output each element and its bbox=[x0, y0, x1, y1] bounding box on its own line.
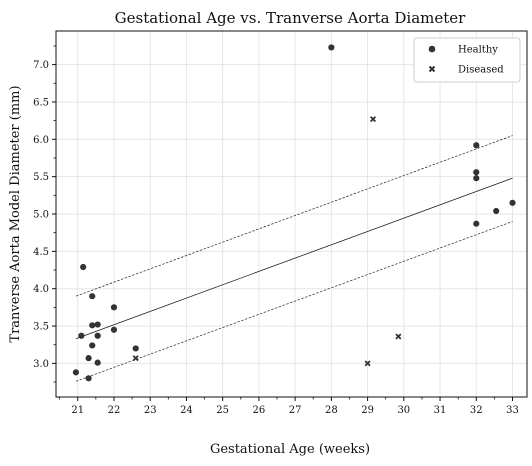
healthy-point bbox=[85, 355, 92, 362]
y-tick-label: 5.5 bbox=[33, 172, 49, 183]
diseased-point bbox=[369, 116, 377, 123]
healthy-point bbox=[85, 375, 92, 382]
legend-box bbox=[413, 37, 521, 83]
upper-band-line bbox=[75, 135, 513, 297]
healthy-point bbox=[509, 199, 516, 206]
healthy-point bbox=[89, 322, 96, 329]
x-tick-label: 25 bbox=[216, 405, 229, 416]
legend-healthy-label: Healthy bbox=[458, 45, 498, 56]
healthy-point bbox=[328, 44, 335, 51]
y-axis-ticks: 3.0 3.5 4.0 4.5 5.0 5.5 6.0 6.5 7.0 bbox=[33, 45, 56, 383]
healthy-point bbox=[80, 263, 87, 271]
healthy-point bbox=[132, 345, 139, 352]
legend-diseased-marker bbox=[428, 65, 436, 73]
x-tick-label: 33 bbox=[506, 405, 519, 416]
x-tick-label: 27 bbox=[289, 405, 302, 416]
x-tick-label: 32 bbox=[470, 405, 483, 416]
healthy-point bbox=[89, 342, 96, 349]
healthy-point bbox=[89, 293, 96, 300]
y-tick-label: 3.5 bbox=[33, 322, 49, 333]
lower-band-line bbox=[75, 221, 513, 382]
legend-diseased-label: Diseased bbox=[458, 65, 504, 76]
x-tick-label: 30 bbox=[397, 405, 410, 416]
healthy-point bbox=[473, 220, 480, 227]
healthy-point bbox=[94, 332, 101, 339]
healthy-point bbox=[110, 304, 118, 311]
healthy-point bbox=[110, 326, 118, 333]
x-tick-label: 22 bbox=[108, 405, 121, 416]
y-tick-label: 4.0 bbox=[33, 284, 49, 295]
y-tick-label: 3.0 bbox=[33, 359, 49, 370]
chart-title: Gestational Age vs. Tranverse Aorta Diam… bbox=[115, 9, 467, 27]
y-tick-label: 6.0 bbox=[33, 135, 49, 146]
y-tick-label: 6.5 bbox=[33, 97, 49, 108]
diseased-point bbox=[364, 360, 371, 367]
y-tick-label: 7.0 bbox=[33, 60, 49, 71]
x-tick-label: 23 bbox=[144, 405, 157, 416]
healthy-point bbox=[493, 207, 500, 215]
grid bbox=[56, 31, 527, 397]
regression-lines bbox=[75, 135, 513, 382]
healthy-point bbox=[473, 142, 480, 149]
x-tick-label: 26 bbox=[253, 405, 266, 416]
y-tick-label: 5.0 bbox=[33, 210, 49, 221]
legend: Healthy Diseased bbox=[413, 37, 521, 83]
data-points bbox=[72, 44, 516, 382]
diseased-point bbox=[395, 333, 402, 340]
x-tick-label: 28 bbox=[325, 405, 338, 416]
healthy-point bbox=[473, 169, 480, 176]
healthy-point bbox=[78, 332, 85, 339]
x-axis-label: Gestational Age (weeks) bbox=[210, 442, 370, 457]
legend-healthy-marker bbox=[428, 45, 436, 53]
healthy-point bbox=[94, 321, 101, 328]
healthy-point bbox=[72, 369, 80, 376]
healthy-point bbox=[473, 175, 480, 182]
x-tick-label: 29 bbox=[361, 405, 374, 416]
y-tick-label: 4.5 bbox=[33, 247, 49, 258]
regression-line bbox=[75, 177, 513, 340]
healthy-point bbox=[94, 359, 101, 366]
x-tick-label: 31 bbox=[434, 405, 447, 416]
x-tick-label: 21 bbox=[71, 405, 84, 416]
x-tick-label: 24 bbox=[180, 405, 193, 416]
diseased-point bbox=[132, 355, 139, 362]
x-axis-ticks: 21 22 23 24 25 26 27 28 29 30 31 32 33 bbox=[59, 397, 519, 416]
y-axis-label: Tranverse Aorta Model Diameter (mm) bbox=[8, 85, 23, 342]
